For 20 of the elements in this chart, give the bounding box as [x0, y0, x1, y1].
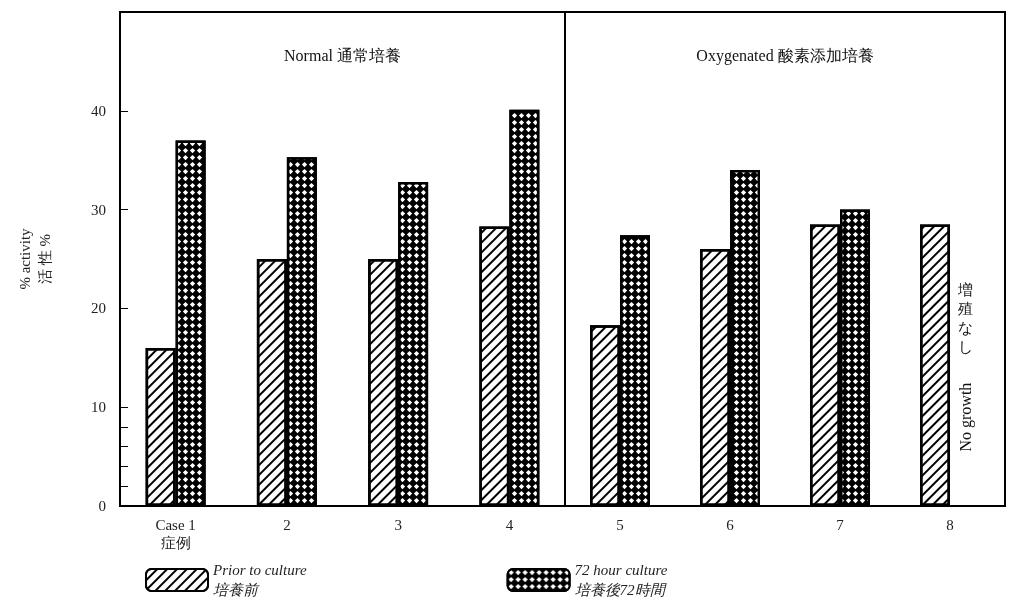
annotation: No growth	[956, 382, 975, 452]
y-tick-label: 40	[91, 102, 106, 119]
y-tick-label: 0	[98, 498, 106, 514]
x-tick-label: 6	[726, 517, 735, 533]
x-tick-label: Case 1 症例	[155, 517, 196, 551]
legend-label: 72 hour culture 培養後72時間	[574, 562, 668, 598]
y-axis-title: % activity 活 性 %	[17, 227, 53, 290]
legend-label: Prior to culture 培養前	[212, 562, 307, 598]
y-tick-label: 10	[91, 399, 106, 416]
y-tick-label: 20	[91, 300, 106, 317]
annotation: Normal 通常培養	[284, 46, 401, 64]
x-tick-label: 3	[394, 517, 402, 533]
x-tick-label: 2	[283, 517, 291, 533]
annotation: 増殖なし	[956, 281, 973, 355]
y-tick-label: 30	[91, 201, 106, 218]
x-tick-label: 4	[505, 517, 514, 533]
x-tick-label: 7	[836, 517, 845, 533]
x-tick-label: 8	[946, 517, 954, 533]
x-tick-label: 5	[616, 517, 624, 533]
annotation: Oxygenated 酸素添加培養	[696, 46, 874, 65]
